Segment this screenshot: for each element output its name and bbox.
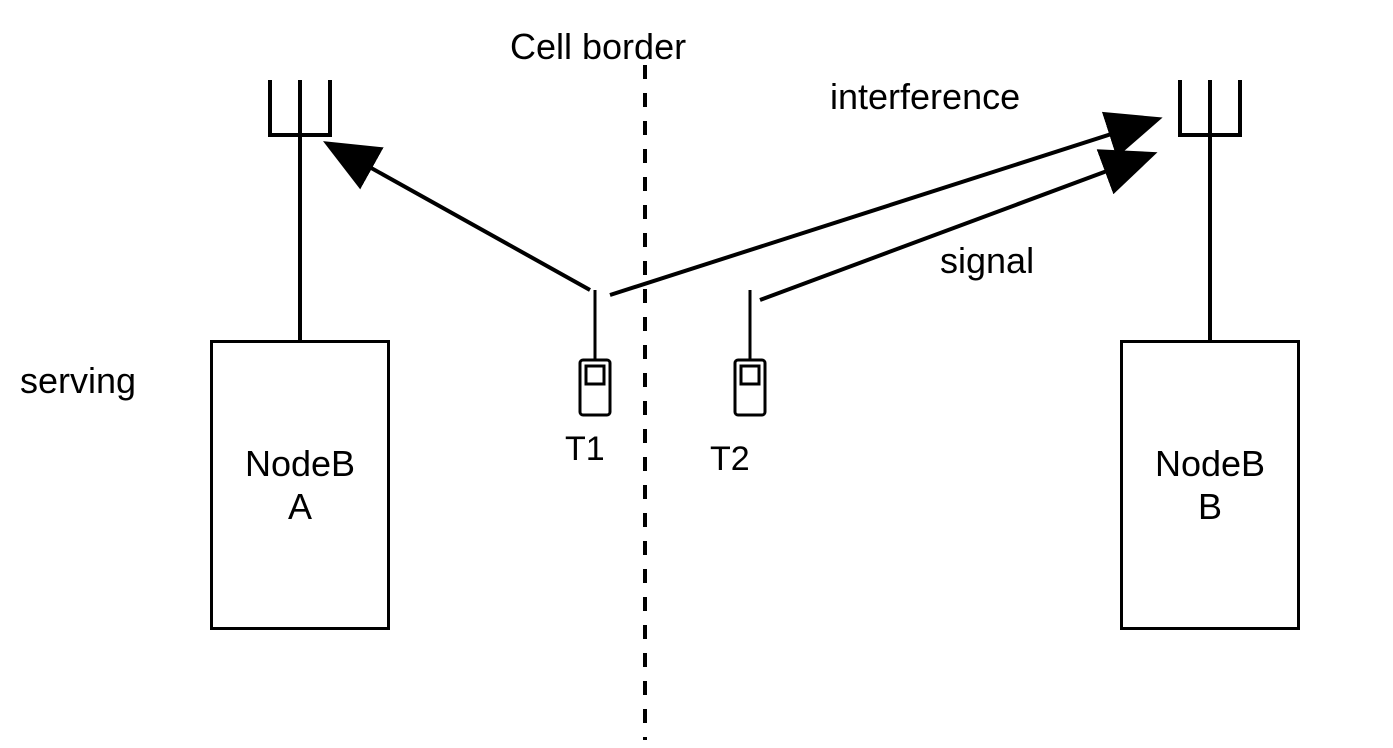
signal-label: signal bbox=[940, 240, 1034, 282]
arrow-t1-interference bbox=[610, 120, 1155, 295]
nodeb-b-antenna bbox=[1178, 80, 1242, 340]
nodeb-a-box: NodeB A bbox=[210, 340, 390, 630]
cell-border-label: Cell border bbox=[510, 26, 686, 68]
nodeb-a-label-2: A bbox=[245, 485, 355, 528]
serving-label: serving bbox=[20, 360, 136, 402]
arrow-t1-to-nodeb-a bbox=[330, 145, 590, 290]
nodeb-a-label-1: NodeB bbox=[245, 442, 355, 485]
terminal-t1 bbox=[580, 290, 610, 415]
nodeb-b-box: NodeB B bbox=[1120, 340, 1300, 630]
nodeb-b-label-1: NodeB bbox=[1155, 442, 1265, 485]
nodeb-a-antenna bbox=[268, 80, 332, 340]
t1-label: T1 bbox=[565, 430, 605, 469]
nodeb-b-label-2: B bbox=[1155, 485, 1265, 528]
t2-label: T2 bbox=[710, 440, 750, 479]
interference-label: interference bbox=[830, 76, 1020, 118]
terminal-t2 bbox=[735, 290, 765, 415]
